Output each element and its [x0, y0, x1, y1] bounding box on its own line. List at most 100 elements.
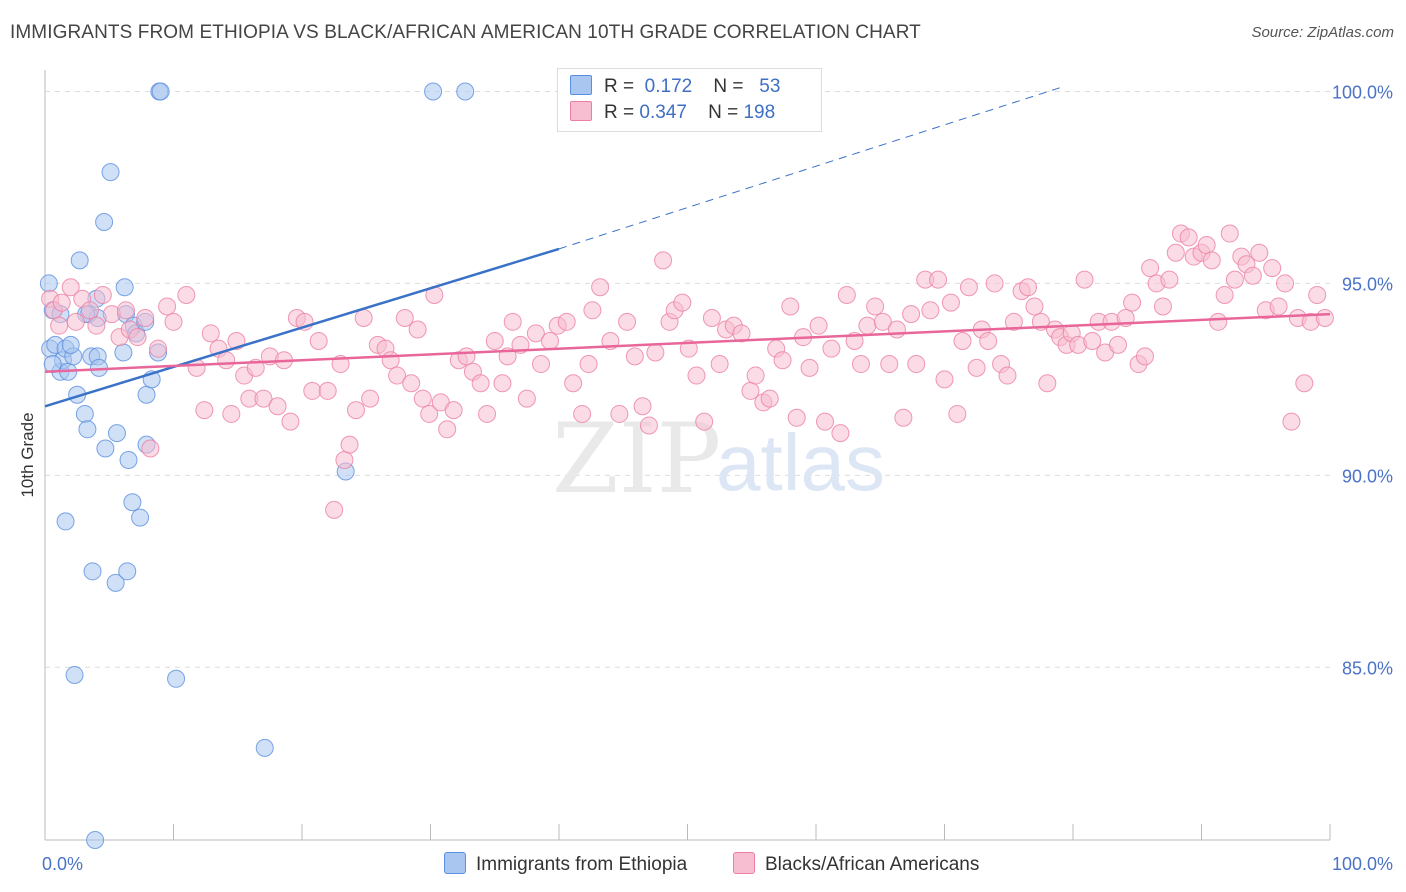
n-label: N = [713, 76, 744, 97]
y-tick-label: 95.0% [1342, 274, 1393, 294]
n-label: N = [708, 102, 739, 123]
data-point [158, 297, 177, 316]
source-label: Source: ZipAtlas.com [1251, 24, 1394, 41]
data-point [787, 408, 806, 427]
data-point [118, 562, 137, 581]
data-point [408, 320, 427, 339]
data-point [1209, 312, 1228, 331]
y-tick-label: 90.0% [1342, 466, 1393, 486]
data-point [625, 347, 644, 366]
data-point [56, 512, 75, 531]
data-point [695, 412, 714, 431]
data-point [381, 351, 400, 370]
data-point [95, 213, 114, 232]
data-point [107, 424, 126, 443]
data-point [517, 389, 536, 408]
y-tick-label: 85.0% [1342, 658, 1393, 678]
data-point [66, 312, 85, 331]
data-point [557, 312, 576, 331]
x-tick-label: 100.0% [1332, 854, 1393, 874]
trend-line-black [44, 312, 1331, 373]
data-point [1166, 243, 1185, 262]
data-point [583, 301, 602, 320]
data-point [217, 351, 236, 370]
data-point [101, 163, 120, 182]
data-point [1282, 412, 1301, 431]
data-point [70, 251, 89, 270]
data-point [1038, 374, 1057, 393]
data-point [1004, 312, 1023, 331]
data-point [941, 293, 960, 312]
data-point [809, 316, 828, 335]
data-point [929, 270, 948, 289]
data-point [478, 404, 497, 423]
data-point [673, 293, 692, 312]
data-point [137, 385, 156, 404]
bottom-legend-label-black: Blacks/African Americans [765, 854, 980, 875]
data-point [281, 412, 300, 431]
correlation-legend: R = 0.172 N = 53 R = 0.347 N = 198 [557, 68, 822, 132]
data-point [618, 312, 637, 331]
data-point [1276, 274, 1295, 293]
data-point [116, 301, 135, 320]
data-point [687, 366, 706, 385]
data-point [438, 420, 457, 439]
data-point [921, 301, 940, 320]
data-point [39, 274, 58, 293]
data-point [131, 508, 150, 527]
data-point [800, 358, 819, 377]
data-point [967, 358, 986, 377]
data-point [646, 343, 665, 362]
data-point [195, 401, 214, 420]
legend-row-ethiopia: R = 0.172 N = 53 [570, 75, 780, 101]
data-point [702, 308, 721, 327]
data-point [177, 285, 196, 304]
r-label: R = [604, 76, 635, 97]
data-point [1215, 285, 1234, 304]
data-point [1295, 374, 1314, 393]
data-point [149, 339, 168, 358]
trend-line-ethiopia-extension [558, 87, 1061, 250]
data-point [579, 355, 598, 374]
data-point [361, 389, 380, 408]
data-point [493, 374, 512, 393]
data-point [268, 397, 287, 416]
data-point [50, 316, 69, 335]
bottom-legend-ethiopia: Immigrants from Ethiopia [444, 852, 687, 876]
data-point [1179, 228, 1198, 247]
x-tick-label: 0.0% [42, 854, 83, 874]
data-point [591, 278, 610, 297]
r-value-ethiopia: 0.172 [644, 76, 693, 97]
data-point [471, 374, 490, 393]
data-point [503, 312, 522, 331]
data-point [953, 332, 972, 351]
data-point [679, 339, 698, 358]
trend-line-ethiopia [44, 247, 560, 408]
r-value-black: 0.347 [639, 102, 687, 123]
data-point [1025, 297, 1044, 316]
data-point [128, 328, 147, 347]
n-value-black: 198 [743, 102, 776, 123]
data-point [851, 355, 870, 374]
data-point [1202, 251, 1221, 270]
data-point [167, 669, 186, 688]
data-point [457, 347, 476, 366]
data-point [573, 404, 592, 423]
data-point [1019, 278, 1038, 297]
data-point [746, 366, 765, 385]
bottom-legend-swatch-black [733, 852, 755, 874]
data-point [1141, 259, 1160, 278]
data-point [880, 355, 899, 374]
data-point [93, 285, 112, 304]
data-point [998, 366, 1017, 385]
data-point [114, 343, 133, 362]
data-point [1160, 270, 1179, 289]
data-point [303, 381, 322, 400]
data-point [532, 355, 551, 374]
data-point [420, 404, 439, 423]
data-point [106, 573, 125, 592]
data-point [87, 316, 106, 335]
data-point [354, 308, 373, 327]
data-point [86, 831, 105, 849]
